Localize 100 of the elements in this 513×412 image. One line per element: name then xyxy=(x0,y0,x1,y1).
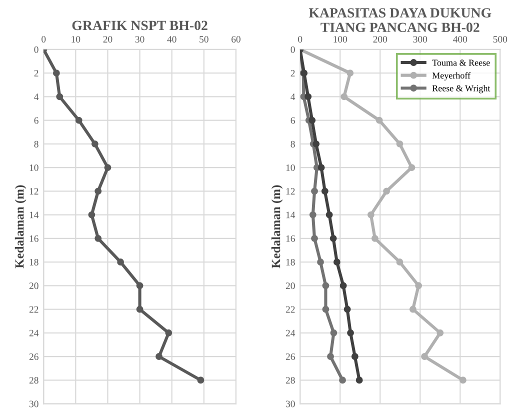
point xyxy=(309,211,316,218)
point xyxy=(340,282,347,290)
y-axis-title: Kedalaman (m) xyxy=(271,185,283,268)
y-tick-label: 24 xyxy=(29,330,39,336)
point xyxy=(351,353,358,360)
y-tick-label: 30 xyxy=(286,400,295,408)
y-tick-label: 4 xyxy=(290,94,296,100)
point xyxy=(311,188,318,195)
point xyxy=(104,164,112,172)
x-tick-label: 20 xyxy=(103,36,112,43)
point xyxy=(322,306,330,313)
x-tick-label: 400 xyxy=(453,36,468,43)
point xyxy=(340,93,348,100)
y-tick-label: 0 xyxy=(34,46,38,53)
y-tick-label: 20 xyxy=(286,282,295,290)
point xyxy=(156,353,163,360)
point xyxy=(383,188,390,195)
point xyxy=(117,258,124,266)
point xyxy=(94,188,102,195)
legend-label: Meyerhoff xyxy=(432,72,471,80)
y-tick-label: 22 xyxy=(286,306,295,313)
point xyxy=(347,329,354,336)
point xyxy=(396,258,404,266)
point xyxy=(330,234,337,242)
point xyxy=(326,211,333,218)
point xyxy=(396,140,404,148)
y-axis-title: Kedalaman (m) xyxy=(14,185,26,268)
legend-label: Reese & Wright xyxy=(432,85,490,94)
point xyxy=(327,353,334,360)
point xyxy=(421,353,428,360)
chart-title: KAPASITAS DAYA DUKUNG TIANG PANCANG BH-02 xyxy=(308,8,492,32)
point xyxy=(312,140,320,148)
point xyxy=(318,164,325,172)
point xyxy=(94,234,102,242)
y-tick-label: 4 xyxy=(34,94,39,100)
y-tick-label: 14 xyxy=(30,212,39,218)
y-tick-label: 18 xyxy=(286,258,295,266)
x-tick-label: 10 xyxy=(72,36,80,43)
y-tick-label: 18 xyxy=(30,258,38,266)
x-tick-label: 60 xyxy=(232,36,240,43)
point xyxy=(136,306,144,313)
x-tick-label: 40 xyxy=(167,36,176,43)
y-tick-label: 0 xyxy=(290,46,295,53)
x-tick-label: 300 xyxy=(413,36,428,43)
point xyxy=(165,329,172,336)
point xyxy=(344,306,351,313)
y-tick-label: 20 xyxy=(29,282,38,290)
y-tick-label: 8 xyxy=(290,140,295,148)
x-tick-label: 0 xyxy=(42,36,46,43)
x-tick-label: 200 xyxy=(373,36,388,43)
point xyxy=(322,282,330,290)
point xyxy=(304,93,312,100)
y-tick-label: 2 xyxy=(34,70,38,76)
point xyxy=(52,70,60,77)
point xyxy=(91,140,98,148)
y-tick-label: 12 xyxy=(286,188,295,195)
point xyxy=(75,116,82,124)
x-tick-label: 100 xyxy=(334,36,348,43)
y-tick-label: 14 xyxy=(286,212,296,218)
point xyxy=(339,376,346,384)
point xyxy=(367,211,374,218)
point xyxy=(321,188,328,195)
x-tick-label: 0 xyxy=(298,36,302,43)
y-tick-label: 28 xyxy=(29,377,38,384)
y-tick-label: 6 xyxy=(34,117,38,124)
point xyxy=(317,258,324,266)
x-tick-label: 30 xyxy=(135,36,144,43)
point xyxy=(308,116,316,124)
y-tick-label: 10 xyxy=(286,164,295,172)
point xyxy=(333,258,340,266)
y-tick-label: 16 xyxy=(30,235,38,242)
y-tick-label: 24 xyxy=(286,330,296,336)
y-tick-label: 8 xyxy=(34,140,38,148)
y-tick-label: 26 xyxy=(29,353,38,360)
point xyxy=(415,282,422,290)
point xyxy=(56,93,64,100)
point xyxy=(311,234,318,242)
point xyxy=(346,70,354,77)
y-tick-label: 16 xyxy=(286,235,295,242)
chart-title: GRAFIK NSPT BH-02 xyxy=(72,20,208,30)
legend-label: Touma & Reese xyxy=(432,60,490,66)
y-tick-label: 6 xyxy=(290,117,295,124)
y-tick-label: 12 xyxy=(30,188,38,195)
point xyxy=(408,164,416,172)
point xyxy=(88,211,96,218)
point xyxy=(459,376,466,384)
y-tick-label: 22 xyxy=(29,306,38,313)
point xyxy=(409,306,416,313)
point xyxy=(436,329,444,336)
point xyxy=(330,329,338,336)
x-tick-label: 500 xyxy=(493,36,508,43)
y-tick-label: 28 xyxy=(286,377,295,384)
x-tick-label: 50 xyxy=(200,36,208,43)
y-tick-label: 30 xyxy=(29,400,38,408)
y-tick-label: 10 xyxy=(30,164,38,172)
point xyxy=(197,376,204,384)
point xyxy=(376,116,383,124)
point xyxy=(356,376,363,384)
y-tick-label: 26 xyxy=(286,353,295,360)
y-tick-label: 2 xyxy=(290,70,295,76)
